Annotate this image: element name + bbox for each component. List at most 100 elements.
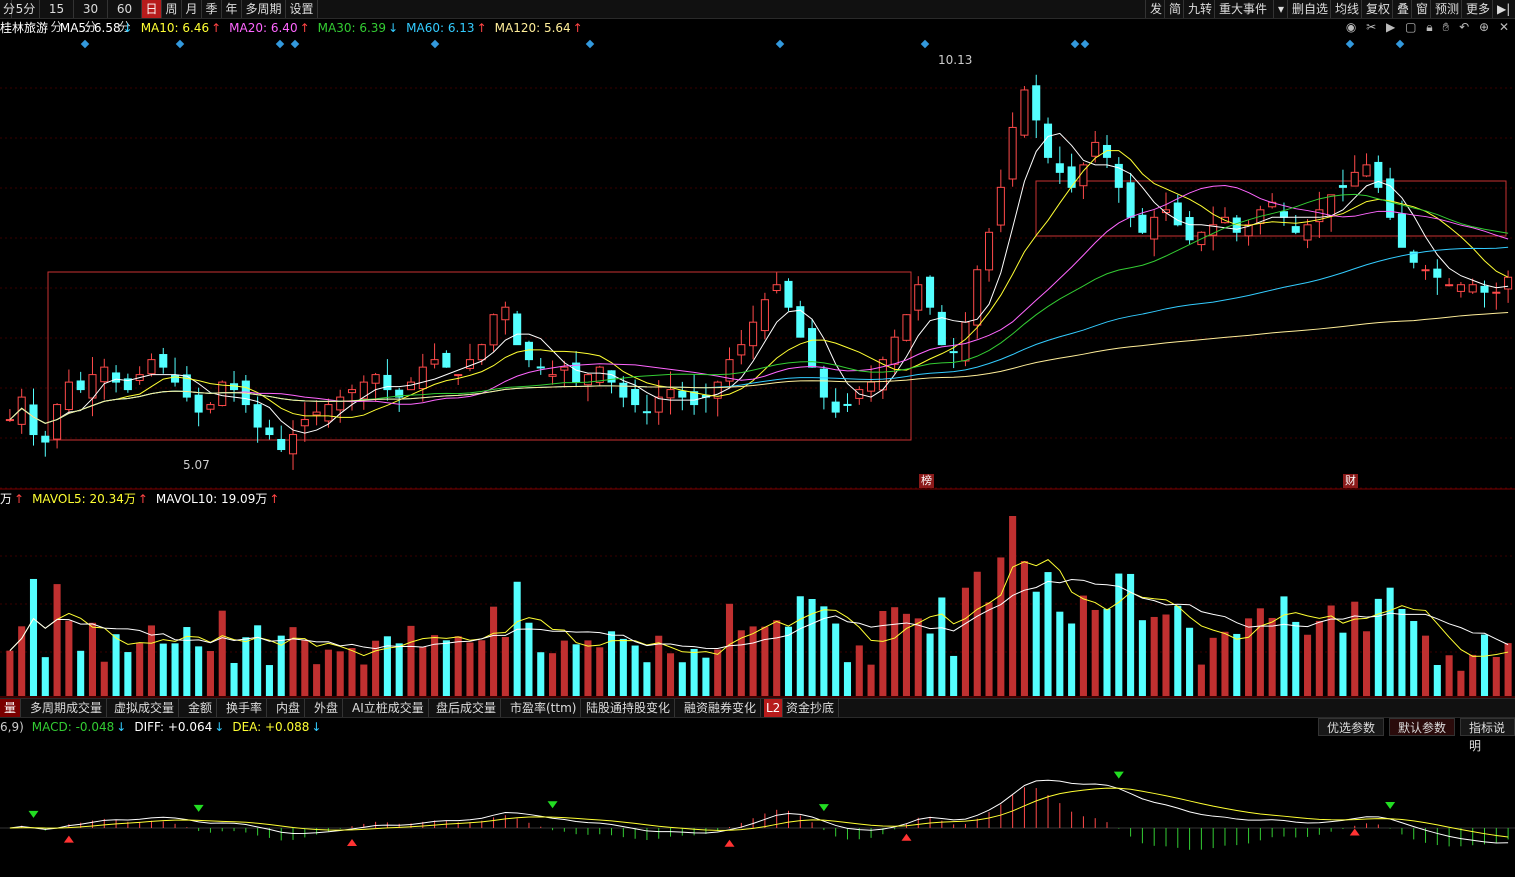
diff-line	[9, 779, 1509, 844]
volume-bar	[1304, 634, 1312, 696]
indicator-help-button[interactable]: 指标说明	[1460, 718, 1515, 753]
lock-icon[interactable]: 🔒︎	[1426, 20, 1433, 34]
ma-item-arrow-0: ↓	[122, 21, 133, 35]
toolbar-remove-watch[interactable]: 删自选	[1287, 0, 1332, 18]
candle-body	[749, 321, 758, 347]
toolbar-fa[interactable]: 发	[1145, 0, 1166, 18]
volume-bar	[855, 645, 863, 696]
candle-body	[583, 374, 592, 386]
volume-bar	[1421, 635, 1430, 696]
candle-body	[678, 390, 687, 398]
tab-virtual-volume[interactable]: 虚拟成交量	[110, 699, 180, 717]
tab-after-hours[interactable]: 盘后成交量	[432, 699, 502, 717]
candle-body	[112, 372, 121, 383]
optimal-params-button[interactable]: 优选参数	[1318, 718, 1385, 736]
volume-bar	[324, 649, 332, 696]
toolbar-more[interactable]: 更多	[1461, 0, 1494, 18]
ma-item-arrow-5: ↑	[572, 21, 583, 35]
add-icon[interactable]: ⊕	[1479, 20, 1490, 34]
ma-line-120	[9, 311, 1509, 424]
tab-month[interactable]: 月	[182, 0, 202, 18]
volume-bar	[289, 627, 297, 696]
tab-pe-ttm[interactable]: 市盈率(ttm)	[506, 699, 582, 717]
volume-bar	[891, 607, 899, 696]
tab-northbound[interactable]: 陆股通持股变化	[582, 699, 676, 717]
tab-30min[interactable]: 30分	[74, 0, 108, 34]
tab-amount[interactable]: 金额	[184, 699, 218, 717]
close-icon[interactable]: ✕	[1498, 20, 1509, 34]
tab-day[interactable]: 日	[142, 0, 162, 18]
toolbar-forecast[interactable]: 预测	[1430, 0, 1463, 18]
volume-bar	[1174, 605, 1182, 696]
default-params-button[interactable]: 默认参数	[1389, 718, 1456, 736]
candle-body	[501, 306, 510, 321]
tab-fund-bottom[interactable]: 资金抄底	[782, 699, 840, 717]
candle-body	[902, 314, 911, 341]
vol-item-arrow-0: ↑	[14, 492, 25, 506]
tab-60min[interactable]: 60分	[108, 0, 142, 34]
volume-bar	[1197, 664, 1205, 696]
candle-body	[100, 366, 109, 383]
volume-bar	[537, 652, 545, 696]
ma-item-2: MA20: 6.40	[229, 21, 298, 35]
collapse-panel-icon[interactable]: ▶|	[1492, 0, 1514, 18]
toolbar-window[interactable]: 窗	[1411, 0, 1432, 18]
toolbar-ma[interactable]: 均线	[1330, 0, 1363, 18]
candle-body	[1456, 284, 1465, 292]
hand-icon[interactable]: ✋︎	[1442, 20, 1450, 34]
finance-marker[interactable]: 财	[1343, 474, 1358, 488]
tab-multi-period[interactable]: 多周期	[242, 0, 286, 18]
tab-outer[interactable]: 外盘	[310, 699, 344, 717]
toolbar-jiuzhuan[interactable]: 九转	[1183, 0, 1216, 18]
tab-turnover[interactable]: 换手率	[222, 699, 268, 717]
volume-bar	[773, 620, 781, 696]
tab-5min[interactable]: 5分	[12, 0, 40, 18]
play-icon[interactable]: ▶	[1386, 20, 1396, 34]
volume-chart[interactable]	[0, 508, 1515, 698]
volume-bar	[218, 610, 226, 696]
candle-body	[5, 419, 14, 422]
toolbar-jian[interactable]: 简	[1164, 0, 1185, 18]
candle-body	[937, 311, 946, 346]
tab-volume[interactable]: 量	[0, 699, 22, 717]
candle-body	[395, 389, 404, 398]
candle-body	[1244, 224, 1253, 237]
volume-bar	[1433, 664, 1441, 696]
volume-bar	[1020, 561, 1028, 696]
tab-15min[interactable]: 15分	[40, 0, 74, 34]
tab-margin[interactable]: 融资融券变化	[680, 699, 762, 717]
undo-icon[interactable]: ↶	[1459, 20, 1470, 34]
tab-inner[interactable]: 内盘	[272, 699, 306, 717]
candle-body	[1362, 164, 1371, 177]
candle-body	[1114, 163, 1123, 188]
price-chart[interactable]	[0, 38, 1515, 490]
scissors-icon[interactable]: ✂	[1366, 20, 1377, 34]
eye-icon[interactable]: ◉	[1345, 20, 1357, 34]
macd-item-2: DIFF: +0.064	[134, 720, 213, 734]
tab-multi-volume[interactable]: 多周期成交量	[26, 699, 108, 717]
tab-quarter[interactable]: 季	[202, 0, 222, 18]
candle-body	[914, 284, 923, 311]
copy-icon[interactable]: ▢	[1405, 20, 1417, 34]
toolbar-major-events[interactable]: 重大事件	[1214, 0, 1271, 18]
macd-chart[interactable]	[0, 736, 1515, 877]
candle-body	[1043, 123, 1053, 158]
candle-body	[147, 359, 156, 375]
tab-ai-volume[interactable]: AI立桩成交量	[348, 699, 429, 717]
toolbar-adjust[interactable]: 复权	[1361, 0, 1394, 18]
buy-arrow-icon	[347, 838, 358, 846]
tab-week[interactable]: 周	[162, 0, 182, 18]
volume-bar	[525, 622, 533, 696]
tab-minute[interactable]: 分	[0, 0, 15, 18]
volume-bar	[1363, 631, 1371, 696]
volume-bar	[961, 587, 969, 696]
tab-year[interactable]: 年	[222, 0, 242, 18]
tab-settings[interactable]: 设置	[286, 0, 318, 18]
toolbar-overlay[interactable]: 叠	[1392, 0, 1413, 18]
volume-bar	[1280, 596, 1288, 696]
candle-body	[666, 389, 675, 399]
rank-marker[interactable]: 榜	[919, 474, 934, 488]
volume-bar	[171, 643, 179, 696]
dropdown-arrow-icon[interactable]: ▾	[1273, 0, 1288, 18]
candle-body	[230, 383, 239, 391]
